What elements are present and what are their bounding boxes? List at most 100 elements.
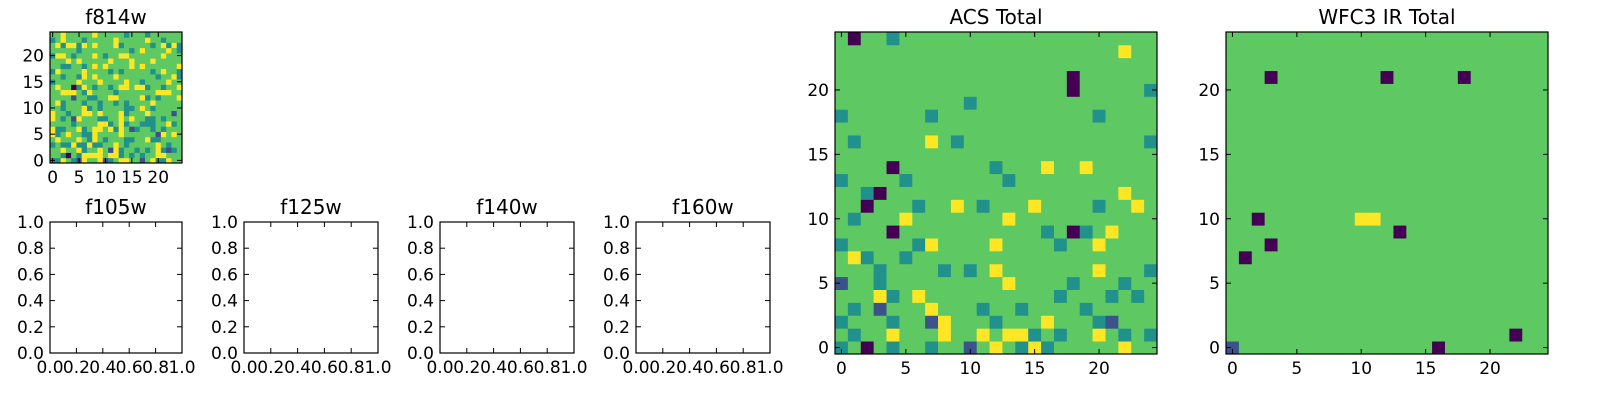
heatmap-cell bbox=[1277, 302, 1291, 316]
heatmap-cell bbox=[1354, 315, 1369, 329]
heatmap-cell bbox=[1341, 122, 1356, 136]
heatmap-cell bbox=[86, 42, 93, 49]
heatmap-cell bbox=[1303, 186, 1317, 200]
heatmap-cell bbox=[113, 42, 120, 49]
heatmap-cell bbox=[1393, 289, 1407, 303]
heatmap-cell bbox=[1066, 32, 1081, 46]
heatmap-cell bbox=[145, 121, 151, 127]
heatmap-cell bbox=[129, 94, 135, 101]
heatmap-cell bbox=[1251, 302, 1266, 316]
heatmap-cell bbox=[1041, 212, 1055, 226]
heatmap-cell bbox=[938, 135, 952, 149]
x-tick-label: 1.0 bbox=[168, 358, 195, 378]
heatmap-cell bbox=[76, 89, 83, 96]
heatmap-cell bbox=[1329, 109, 1343, 123]
heatmap-cell bbox=[1432, 276, 1446, 290]
heatmap-cell bbox=[1367, 70, 1381, 84]
heatmap-cell bbox=[860, 160, 875, 175]
heatmap-cell bbox=[1329, 315, 1343, 329]
heatmap-cell bbox=[1092, 225, 1106, 239]
heatmap-cell bbox=[1535, 250, 1549, 265]
heatmap-cell bbox=[113, 157, 120, 164]
heatmap-cell bbox=[1264, 289, 1278, 303]
heatmap-cell bbox=[1341, 250, 1356, 265]
heatmap-cell bbox=[65, 115, 72, 122]
heatmap-cell bbox=[1066, 289, 1081, 303]
heatmap-cell bbox=[1419, 302, 1433, 316]
heatmap-cell bbox=[1092, 263, 1106, 278]
heatmap-cell bbox=[1522, 147, 1536, 162]
heatmap-cell bbox=[123, 37, 130, 43]
heatmap-cell bbox=[1316, 135, 1330, 149]
heatmap-cell bbox=[139, 157, 146, 164]
heatmap-cell bbox=[847, 147, 862, 162]
heatmap-cell bbox=[145, 42, 151, 49]
x-tick-label: 0.0 bbox=[36, 358, 63, 378]
heatmap-cell bbox=[886, 212, 900, 226]
heatmap-cell bbox=[1316, 250, 1330, 265]
heatmap-cell bbox=[1028, 135, 1042, 149]
heatmap-cell bbox=[1522, 250, 1536, 265]
heatmap-cell bbox=[1303, 238, 1317, 252]
heatmap-cell bbox=[950, 83, 965, 97]
heatmap-cell bbox=[1144, 199, 1158, 213]
heatmap-cell bbox=[1053, 341, 1068, 355]
heatmap-cell bbox=[113, 115, 120, 122]
heatmap-cell bbox=[155, 63, 162, 70]
y-tick-label: 0.4 bbox=[603, 292, 630, 312]
heatmap-cell bbox=[963, 186, 978, 200]
heatmap-cell bbox=[1393, 122, 1407, 136]
x-tick-label: 0.2 bbox=[649, 358, 676, 378]
heatmap-cell bbox=[1316, 315, 1330, 329]
heatmap-cell bbox=[118, 147, 125, 153]
heatmap-cell bbox=[835, 70, 849, 84]
heatmap-cell bbox=[150, 142, 156, 148]
heatmap-cell bbox=[1118, 160, 1132, 175]
heatmap-cell bbox=[1118, 83, 1132, 97]
heatmap-cell bbox=[1535, 44, 1549, 59]
heatmap-cell bbox=[76, 94, 83, 101]
heatmap-cell bbox=[1316, 302, 1330, 316]
heatmap-cell bbox=[1535, 135, 1549, 149]
heatmap-cell bbox=[145, 147, 151, 153]
heatmap-cell bbox=[938, 276, 952, 290]
heatmap-cell bbox=[166, 157, 172, 164]
heatmap-cell bbox=[1406, 83, 1420, 97]
heatmap-cell bbox=[835, 44, 849, 59]
heatmap-cell bbox=[1316, 147, 1330, 162]
heatmap-cell bbox=[171, 52, 178, 59]
heatmap-cell bbox=[1079, 70, 1093, 84]
heatmap-cell bbox=[150, 32, 156, 38]
heatmap-cell bbox=[925, 173, 939, 187]
heatmap-cell bbox=[60, 131, 67, 138]
heatmap-cell bbox=[1522, 44, 1536, 59]
heatmap-cell bbox=[1144, 238, 1158, 252]
heatmap-cell bbox=[1264, 225, 1278, 239]
heatmap-cell bbox=[1380, 315, 1394, 329]
heatmap-cell bbox=[145, 63, 151, 70]
heatmap-cell bbox=[1444, 70, 1459, 84]
heatmap-cell bbox=[886, 315, 900, 329]
heatmap-cell bbox=[92, 157, 98, 164]
heatmap-cell bbox=[1406, 302, 1420, 316]
heatmap-cell bbox=[50, 84, 56, 91]
heatmap-cell bbox=[1079, 315, 1093, 329]
heatmap-cell bbox=[963, 315, 978, 329]
heatmap-cell bbox=[166, 84, 172, 91]
heatmap-cell bbox=[1238, 83, 1253, 97]
heatmap-cell bbox=[55, 142, 61, 148]
heatmap-cell bbox=[1341, 276, 1356, 290]
heatmap-cell bbox=[912, 57, 926, 72]
heatmap-cell bbox=[847, 276, 862, 290]
heatmap-cell bbox=[1144, 160, 1158, 175]
heatmap-cell bbox=[1290, 341, 1304, 355]
heatmap-cell bbox=[1470, 276, 1484, 290]
heatmap-cell bbox=[1118, 57, 1132, 72]
heatmap-cell bbox=[102, 68, 109, 75]
heatmap-cell bbox=[963, 96, 978, 110]
heatmap-cell bbox=[899, 238, 913, 252]
heatmap-cell bbox=[108, 157, 114, 164]
heatmap-cell bbox=[1053, 173, 1068, 187]
heatmap-cell bbox=[1105, 32, 1119, 46]
heatmap-cell bbox=[1238, 276, 1253, 290]
